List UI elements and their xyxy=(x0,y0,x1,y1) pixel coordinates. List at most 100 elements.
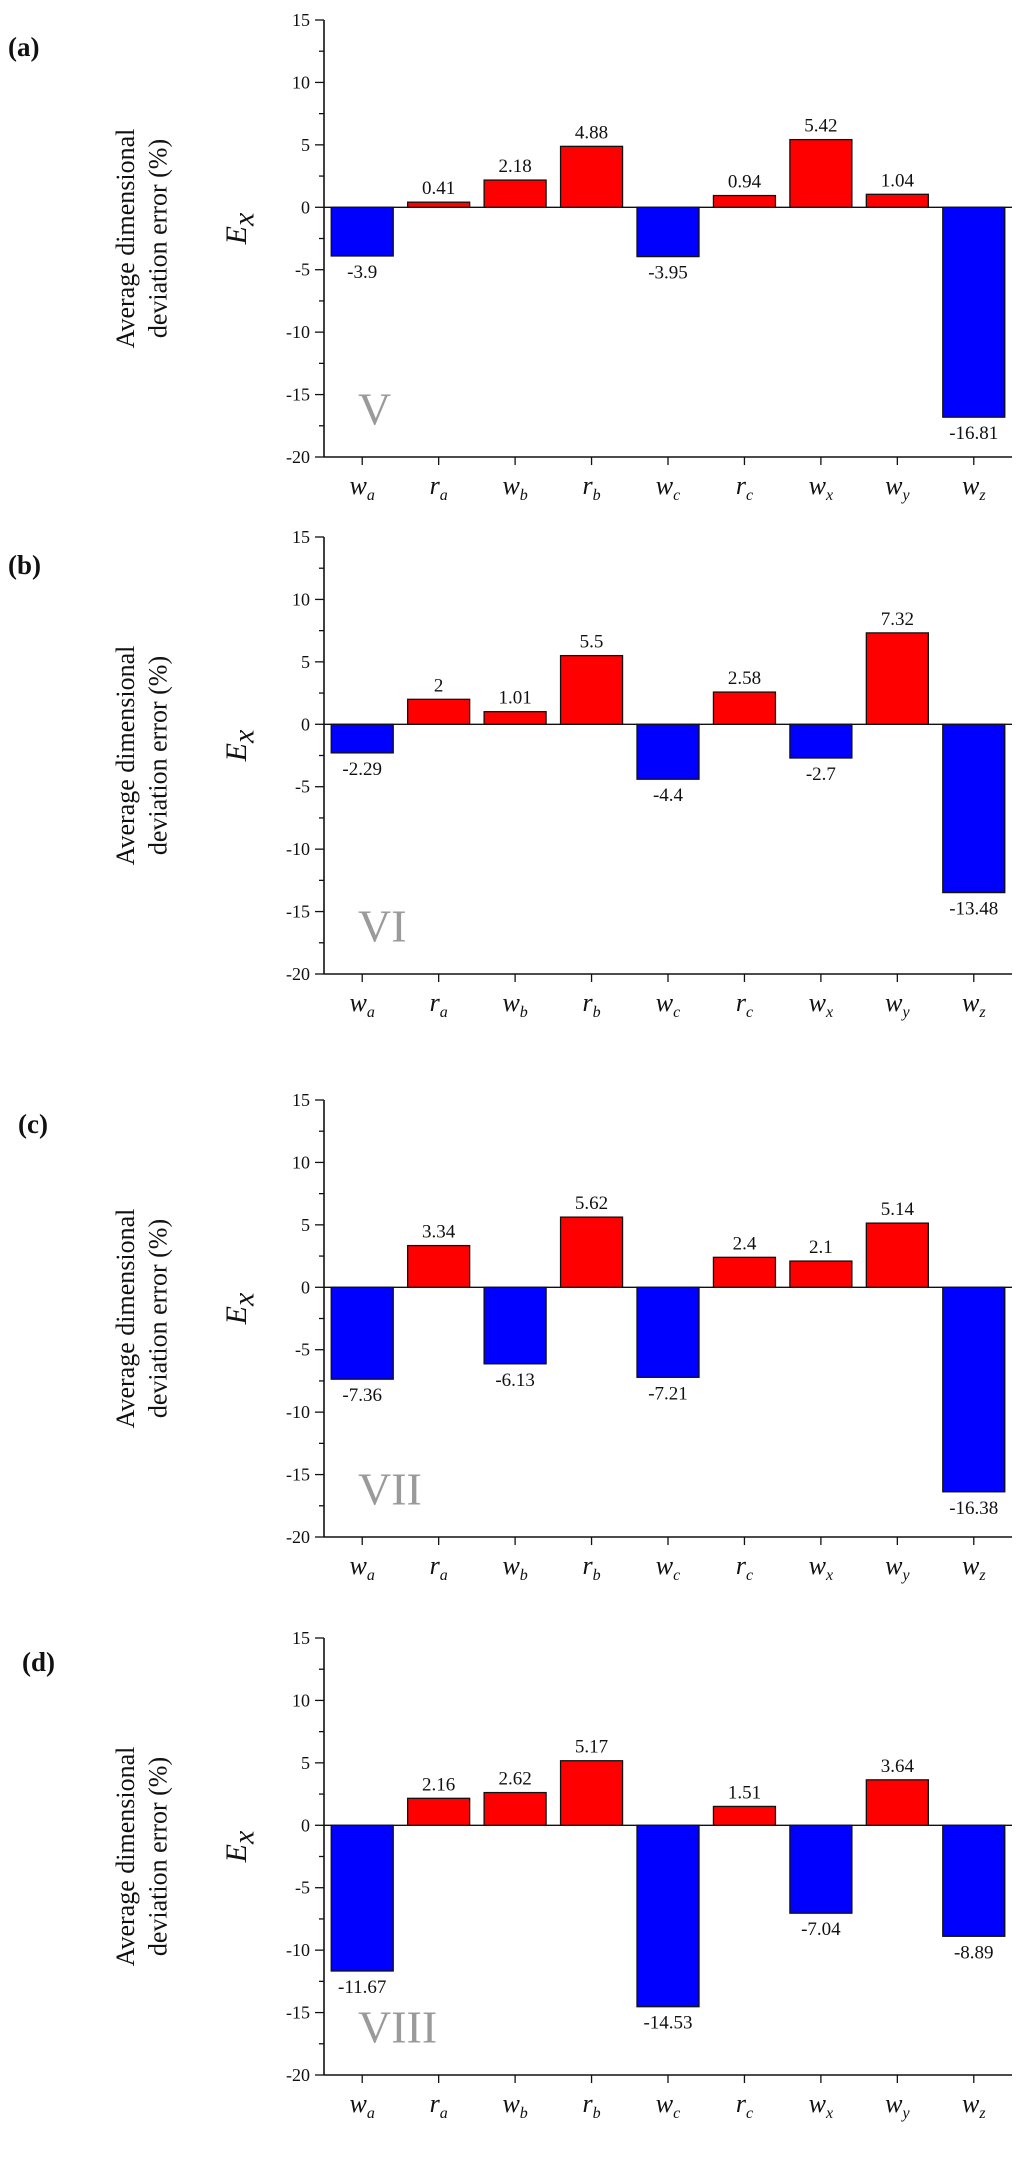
x-tick-label-base: w xyxy=(962,2089,980,2118)
x-tick-label-subscript: b xyxy=(593,487,601,504)
y-tick-label: -10 xyxy=(286,1940,310,1960)
x-tick-label: wy xyxy=(885,1551,910,1584)
x-tick-label: wa xyxy=(350,2089,375,2122)
y-tick-label: 0 xyxy=(301,714,310,734)
y-tick-label: 10 xyxy=(292,72,310,92)
x-tick-label-subscript: b xyxy=(520,1567,528,1584)
y-axis-symbol-base: E xyxy=(220,226,253,245)
x-tick-label: wz xyxy=(962,1551,986,1584)
data-label: 3.64 xyxy=(881,1756,915,1777)
bar xyxy=(865,1222,929,1288)
y-tick-label: -20 xyxy=(286,964,310,984)
data-label: 1.01 xyxy=(498,688,531,709)
x-tick-label-base: r xyxy=(582,988,593,1017)
x-tick-label-subscript: z xyxy=(978,1567,986,1584)
x-tick-label-base: r xyxy=(736,2089,747,2118)
data-label: 1.51 xyxy=(728,1782,761,1803)
data-label: 3.34 xyxy=(422,1222,456,1243)
x-tick-label: rc xyxy=(736,2089,753,2122)
bar xyxy=(483,1286,547,1365)
bar xyxy=(712,1256,777,1288)
bar xyxy=(789,1824,853,1914)
y-axis-label: Average dimensional deviation error (%) xyxy=(111,646,173,866)
bar xyxy=(559,1760,624,1826)
x-tick-label-subscript: b xyxy=(520,1004,528,1021)
x-tick-label-subscript: x xyxy=(825,2105,833,2122)
x-tick-label-base: r xyxy=(430,471,441,500)
x-tick-label-base: w xyxy=(885,1551,903,1580)
x-tick-label-base: w xyxy=(350,1551,368,1580)
y-tick-label: -5 xyxy=(295,1878,310,1898)
x-tick-label: wc xyxy=(656,1551,680,1584)
y-tick-label: 10 xyxy=(292,1690,310,1710)
x-tick-label-base: r xyxy=(736,471,747,500)
x-tick-label: wb xyxy=(502,988,527,1021)
y-axis-label: Average dimensional deviation error (%) xyxy=(111,1209,173,1429)
x-tick-label-subscript: z xyxy=(978,2105,986,2122)
x-tick-label-base: w xyxy=(809,1551,827,1580)
x-tick-label-subscript: x xyxy=(825,1004,833,1021)
x-tick-label: wb xyxy=(502,2089,527,2122)
bar xyxy=(865,632,929,725)
x-tick-label: wx xyxy=(809,471,833,504)
x-tick-label-base: w xyxy=(656,471,674,500)
bar xyxy=(712,691,777,725)
y-tick-label: 15 xyxy=(292,527,310,547)
bar xyxy=(407,1244,471,1288)
y-tick-label: -15 xyxy=(286,1465,310,1485)
x-tick-label-base: w xyxy=(885,2089,903,2118)
x-tick-label-subscript: z xyxy=(978,1004,986,1021)
x-tick-label: wa xyxy=(350,471,375,504)
data-label: 2.58 xyxy=(728,668,761,689)
x-tick-label-subscript: z xyxy=(978,487,986,504)
y-tick-label: -15 xyxy=(286,385,310,405)
x-tick-label: ra xyxy=(430,471,448,504)
chart-panel-1: (a) Average dimensional deviation error (%… xyxy=(8,10,1012,504)
panel-annotation: VIII xyxy=(358,2002,437,2053)
x-tick-label-subscript: c xyxy=(673,2105,680,2122)
x-tick-label-subscript: c xyxy=(746,1567,753,1584)
bar xyxy=(559,145,624,208)
bar xyxy=(789,1260,853,1288)
x-tick-label-subscript: x xyxy=(825,487,833,504)
y-tick-label: 0 xyxy=(301,1815,310,1835)
data-label: -16.81 xyxy=(949,423,998,444)
y-tick-label: 0 xyxy=(301,1277,310,1297)
bar xyxy=(407,1797,471,1826)
x-tick-label-base: r xyxy=(582,1551,593,1580)
y-tick-label: -5 xyxy=(295,777,310,797)
x-tick-label: wa xyxy=(350,1551,375,1584)
y-tick-label: -15 xyxy=(286,902,310,922)
data-label: 2.4 xyxy=(733,1233,757,1254)
data-label: 2.18 xyxy=(498,156,531,177)
bar xyxy=(559,1216,624,1288)
x-tick-label: wy xyxy=(885,988,910,1021)
x-tick-label-base: w xyxy=(656,1551,674,1580)
y-axis-symbol: Ex xyxy=(220,212,261,245)
x-tick-label-subscript: y xyxy=(900,487,910,504)
x-tick-label: wz xyxy=(962,988,986,1021)
data-label: -3.9 xyxy=(347,262,377,283)
x-tick-label: wc xyxy=(656,988,680,1021)
data-label: -8.89 xyxy=(954,1942,994,1963)
x-tick-label-base: r xyxy=(430,1551,441,1580)
y-axis-symbol: Ex xyxy=(220,1830,261,1863)
x-tick-label-base: w xyxy=(656,2089,674,2118)
x-tick-label-base: w xyxy=(962,1551,980,1580)
y-axis-symbol: Ex xyxy=(220,729,261,762)
bar xyxy=(407,201,471,208)
data-label: -6.13 xyxy=(495,1370,535,1391)
x-tick-label-subscript: a xyxy=(440,1567,448,1584)
y-axis-symbol-subscript: x xyxy=(228,212,261,227)
panel-label: (d) xyxy=(22,1647,55,1677)
y-tick-label: 10 xyxy=(292,589,310,609)
bar xyxy=(330,1286,394,1380)
x-tick-label-subscript: c xyxy=(746,487,753,504)
y-axis-symbol-subscript: x xyxy=(228,1292,261,1307)
bar xyxy=(712,1805,777,1826)
data-label: -16.38 xyxy=(949,1498,998,1519)
bar xyxy=(559,654,624,725)
y-tick-label: -20 xyxy=(286,447,310,467)
x-tick-label: wx xyxy=(809,1551,833,1584)
x-tick-label: wc xyxy=(656,471,680,504)
